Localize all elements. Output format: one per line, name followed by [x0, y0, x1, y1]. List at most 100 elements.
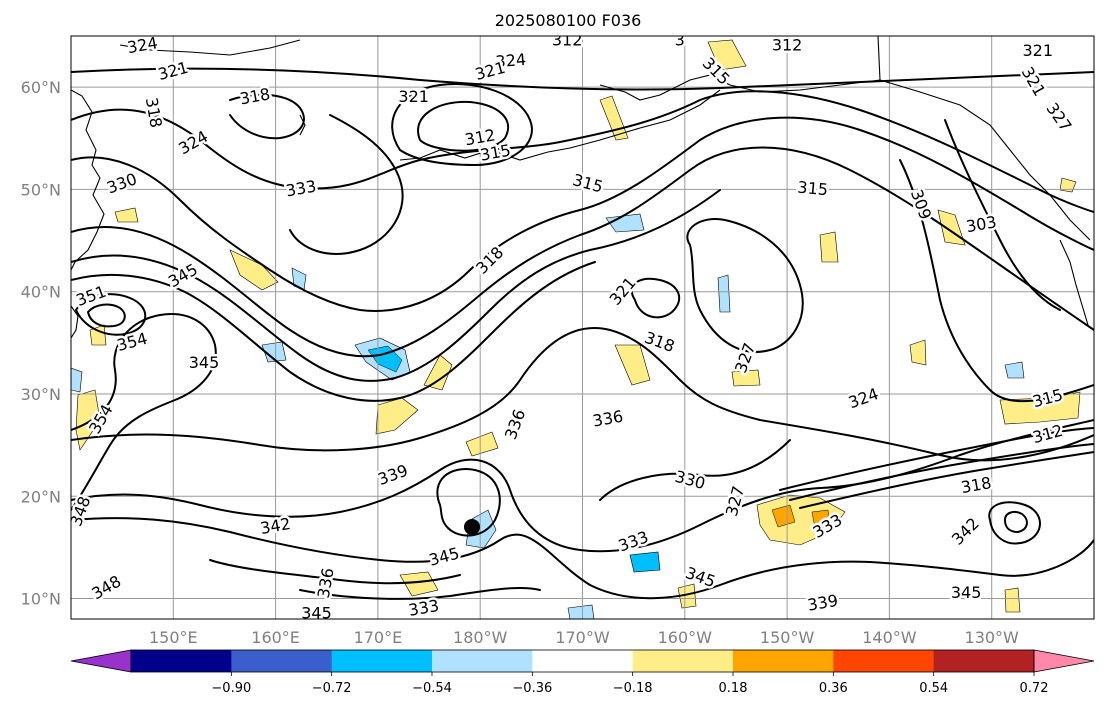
lon-tick-label: 140°W: [862, 628, 917, 647]
coastline-japan: [71, 305, 79, 339]
shading-patch: [811, 509, 831, 529]
lon-tick-label: 170°W: [555, 628, 610, 647]
lat-tick-label: 40°N: [21, 283, 61, 302]
lon-tick-label: 130°W: [965, 628, 1020, 647]
lat-tick-label: 20°N: [21, 487, 61, 506]
colorbar-tick-label: −0.90: [211, 681, 251, 696]
contour-label: 321: [398, 87, 429, 106]
shading-patch: [605, 213, 645, 233]
contour-label-halo: 333: [407, 596, 440, 620]
colorbar-segment: [432, 650, 533, 672]
colorbar-extend-low: [70, 649, 132, 673]
contour-label: 315: [797, 178, 829, 200]
shading-patch: [229, 249, 279, 291]
contour-label: 321: [1022, 41, 1053, 60]
colorbar-segment: [833, 650, 935, 672]
contour-label: 345: [301, 603, 332, 622]
colorbar-segment: [331, 650, 433, 672]
shading-patch: [89, 324, 107, 346]
contour-label-halo: 321: [1022, 41, 1053, 60]
shading-patch: [71, 367, 83, 393]
contour-label-halo: 312: [552, 31, 583, 50]
colorbar-tick-label: 0.54: [919, 681, 948, 696]
storm-position-marker: [464, 518, 481, 535]
coastline-siberia: [119, 39, 301, 56]
shading-patch: [75, 389, 101, 451]
contour-label-halo: 345: [301, 603, 332, 622]
shading-patch: [399, 571, 439, 597]
shading-patch: [1059, 177, 1077, 193]
colorbar-tick-label: −0.54: [412, 681, 452, 696]
colorbar-tick-label: 0.18: [719, 681, 748, 696]
coastline-asia: [71, 89, 105, 271]
contour-label-halo: 315: [797, 178, 829, 200]
longitude-axis: 150°E 160°E 170°E 180°W 170°W 160°W 150°W 140°W…: [149, 628, 1019, 647]
contour-label-halo: 324: [495, 50, 527, 72]
shading-patch: [114, 207, 139, 223]
contour-label: 345: [189, 353, 220, 372]
figure-title: 2025080100 F036: [495, 11, 642, 30]
colorbar-segment: [231, 650, 333, 672]
contour-label-halo: 312: [772, 36, 803, 55]
lon-tick-label: 150°W: [760, 628, 815, 647]
shading-patch: [771, 504, 796, 528]
colorbar-tick-label: 0.36: [819, 681, 848, 696]
lon-tick-label: 160°E: [251, 628, 300, 647]
latitude-axis: 10°N 20°N 30°N 40°N 50°N 60°N: [21, 78, 61, 608]
lat-tick-label: 60°N: [21, 78, 61, 97]
colorbar-segment: [131, 650, 232, 672]
contour-label-halo: 345: [189, 353, 220, 372]
contour-label: 312: [772, 36, 803, 55]
colorbar: −0.90 −0.72 −0.54 −0.36 −0.18 0.18 0.36 0.54 0.7…: [70, 649, 1095, 696]
coastline-kamchatka: [299, 114, 306, 136]
contour-label-halo: 321: [398, 87, 429, 106]
anomaly-shading: [71, 39, 1081, 619]
shading-patch: [819, 231, 839, 263]
contour-label: 324: [495, 50, 527, 72]
colorbar-tick-label: −0.72: [312, 681, 352, 696]
colorbar-segment: [632, 650, 734, 672]
contour-label-halo: 345: [951, 583, 982, 602]
contour-label: 345: [951, 583, 982, 602]
shading-patch: [731, 369, 761, 387]
shading-patch: [567, 604, 595, 619]
coastline-north-america: [1059, 239, 1089, 326]
colorbar-tick-label: 0.72: [1020, 681, 1049, 696]
contour-lines: [71, 67, 1094, 600]
lon-tick-label: 170°E: [354, 628, 403, 647]
shading-patch: [707, 39, 747, 71]
shading-patch: [1004, 587, 1021, 613]
lat-tick-label: 30°N: [21, 385, 61, 404]
lat-tick-label: 50°N: [21, 180, 61, 199]
shading-patch: [717, 274, 731, 313]
contour-label: 324: [126, 33, 159, 57]
contour-label: 3: [675, 31, 685, 50]
shading-patch: [909, 339, 927, 366]
colorbar-tick-label: −0.18: [613, 681, 653, 696]
coastlines: [71, 36, 1091, 339]
coastline-border: [877, 36, 881, 81]
shading-patch: [677, 583, 697, 609]
coastline-aleutians: [399, 89, 721, 161]
colorbar-extend-high: [1033, 649, 1095, 673]
lon-tick-label: 180°W: [453, 628, 508, 647]
contour-label: 333: [407, 596, 440, 620]
colorbar-tick-label: −0.36: [512, 681, 552, 696]
contour-label-halo: 3: [675, 31, 685, 50]
colorbar-segment: [733, 650, 834, 672]
colorbar-outline: [130, 649, 1035, 673]
contour-label: 312: [552, 31, 583, 50]
lon-tick-label: 160°W: [658, 628, 713, 647]
map-frame: [70, 35, 1095, 620]
shading-patch: [629, 551, 661, 573]
shading-patch: [1004, 361, 1025, 379]
shading-patch: [423, 354, 453, 391]
colorbar-segment: [532, 650, 634, 672]
lon-tick-label: 150°E: [149, 628, 198, 647]
shading-patch: [367, 345, 403, 373]
colorbar-segment: [933, 650, 1035, 672]
shading-patch: [614, 344, 651, 386]
shading-patch: [465, 431, 499, 457]
